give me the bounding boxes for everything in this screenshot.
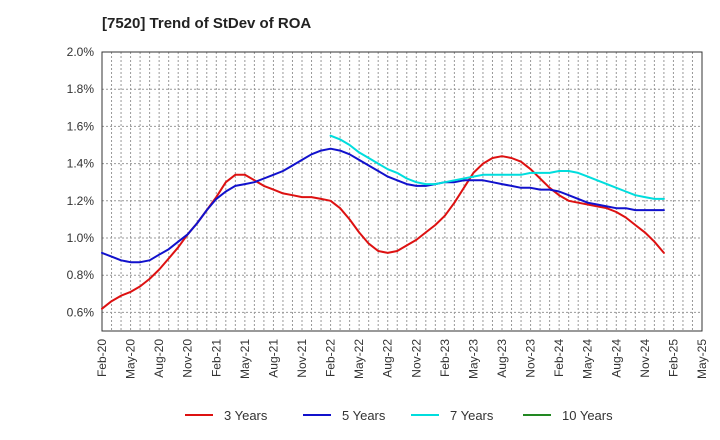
x-tick-label: Feb-21 bbox=[209, 339, 223, 377]
x-tick-label: Aug-21 bbox=[266, 339, 280, 378]
y-tick-label: 1.6% bbox=[67, 119, 95, 133]
legend-label: 7 Years bbox=[450, 408, 494, 423]
x-tick-label: Nov-23 bbox=[524, 339, 538, 378]
grid bbox=[101, 51, 703, 331]
x-tick-label: May-22 bbox=[352, 339, 366, 379]
y-tick-label: 1.2% bbox=[67, 194, 95, 208]
y-tick-label: 1.0% bbox=[67, 231, 95, 245]
x-tick-label: May-21 bbox=[238, 339, 252, 379]
legend-label: 10 Years bbox=[562, 408, 613, 423]
series-line-7-years bbox=[329, 134, 665, 200]
y-tick-label: 0.6% bbox=[67, 305, 95, 319]
x-tick-label: Feb-23 bbox=[438, 339, 452, 377]
x-tick-label: Aug-24 bbox=[609, 339, 623, 378]
x-tick-label: May-23 bbox=[466, 339, 480, 379]
y-tick-label: 1.4% bbox=[67, 157, 95, 171]
x-tick-label: May-25 bbox=[695, 339, 709, 379]
series-lines bbox=[101, 134, 665, 310]
x-tick-label: Aug-20 bbox=[152, 339, 166, 378]
chart-title: [7520] Trend of StDev of ROA bbox=[102, 15, 311, 32]
x-tick-label: May-20 bbox=[124, 339, 138, 379]
x-tick-label: Nov-24 bbox=[638, 339, 652, 378]
x-tick-label: Nov-20 bbox=[181, 339, 195, 378]
x-tick-label: Aug-23 bbox=[495, 339, 509, 378]
plot-area bbox=[102, 52, 702, 331]
legend: 3 Years 5 Years 7 Years 10 Years bbox=[185, 408, 613, 423]
x-tick-label: Aug-22 bbox=[381, 339, 395, 378]
y-tick-label: 1.8% bbox=[67, 82, 95, 96]
x-tick-label: May-24 bbox=[581, 339, 595, 379]
series-line-5-years bbox=[101, 147, 665, 264]
plot-border bbox=[101, 51, 703, 332]
y-tick-label: 2.0% bbox=[67, 45, 95, 59]
x-tick-label: Feb-22 bbox=[324, 339, 338, 377]
x-tick-label: Feb-20 bbox=[95, 339, 109, 377]
y-tick-label: 0.8% bbox=[67, 268, 95, 282]
legend-label: 5 Years bbox=[342, 408, 386, 423]
x-tick-label: Nov-22 bbox=[409, 339, 423, 378]
x-tick-label: Feb-24 bbox=[552, 339, 566, 377]
axes: 0.6% 0.8% 1.0% 1.2% 1.4% 1.6% 1.8% 2.0% Feb-20 Ma… bbox=[67, 45, 709, 379]
x-tick-label: Nov-21 bbox=[295, 339, 309, 378]
x-tick-label: Feb-25 bbox=[666, 339, 680, 377]
legend-label: 3 Years bbox=[224, 408, 268, 423]
